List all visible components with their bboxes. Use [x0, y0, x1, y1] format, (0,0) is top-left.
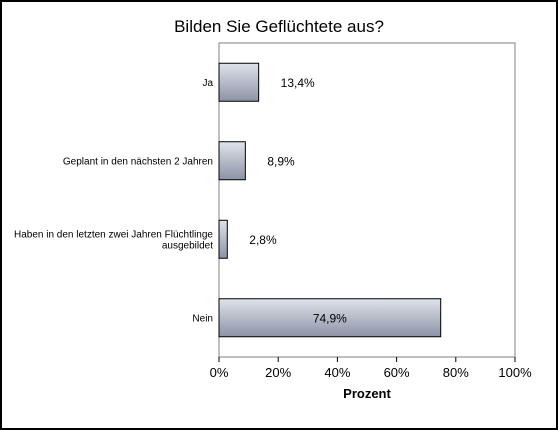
x-axis-title: Prozent [343, 386, 391, 401]
category-label-line: Geplant in den nächsten 2 Jahren [63, 156, 213, 167]
bar [218, 298, 442, 338]
bar [218, 62, 260, 102]
category-label: Ja [202, 78, 213, 89]
bar [218, 219, 228, 259]
x-tick-label: 20% [265, 365, 291, 380]
chart-title: Bilden Sie Geflüchtete aus? [174, 17, 384, 36]
category-label: Haben in den letzten zwei Jahren Flüchtl… [14, 229, 213, 251]
data-label: 13,4% [281, 76, 315, 90]
x-tick-label: 80% [443, 365, 469, 380]
category-label-line: ausgebildet [162, 240, 213, 251]
category-label-line: Ja [202, 78, 213, 89]
data-label: 2,8% [249, 233, 277, 247]
bar [218, 141, 246, 181]
category-label: Geplant in den nächsten 2 Jahren [63, 156, 213, 167]
category-label-line: Nein [192, 313, 213, 324]
category-labels: Ja Geplant in den nächsten 2 Jahren Haben … [14, 78, 213, 325]
plot-area [218, 42, 516, 358]
data-label: 74,9% [313, 311, 347, 325]
x-tick-label: 60% [384, 365, 410, 380]
x-tick-label: 40% [324, 365, 350, 380]
data-labels: 13,4% 8,9% 2,8% 74,9% [249, 76, 347, 326]
x-tick-label: 100% [498, 365, 532, 380]
bars-group [218, 62, 442, 338]
x-axis: 0% 20% 40% 60% 80% 100% [210, 357, 532, 380]
category-label: Nein [192, 313, 213, 324]
category-label-line: Haben in den letzten zwei Jahren Flüchtl… [14, 229, 213, 240]
x-tick-label: 0% [210, 365, 229, 380]
data-label: 8,9% [267, 154, 295, 168]
